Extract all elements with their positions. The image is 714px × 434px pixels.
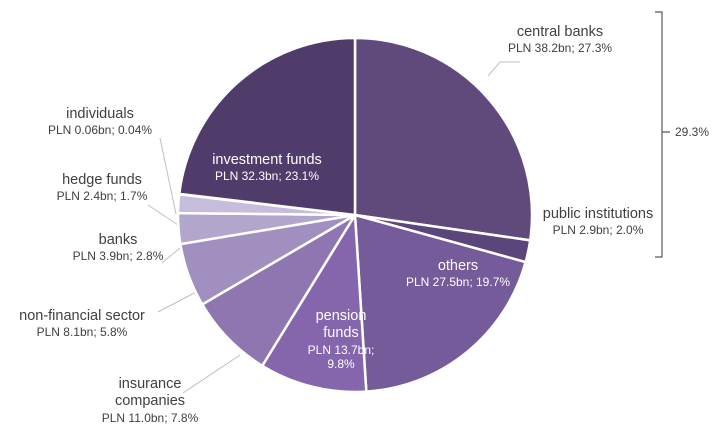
pie-slice [260, 210, 368, 394]
slice-label: individuals PLN 0.06bn; 0.04% [48, 106, 152, 138]
leader-line [161, 247, 181, 264]
category-label: central banks [516, 24, 604, 40]
value-label: PLN 0.06bn; 0.04% [47, 123, 153, 138]
value-label: PLN 32.3bn; 23.1% [214, 169, 320, 184]
value-label: PLN 27.5bn; 19.7% [405, 275, 511, 290]
pie-slice [353, 213, 528, 393]
leader-line [182, 354, 241, 394]
slice-label: hedge funds PLN 2.4bn; 1.7% [57, 172, 148, 204]
category-label: banks [98, 232, 138, 248]
category-label: public institutions [542, 206, 654, 222]
category-label: individuals [66, 106, 134, 122]
category-label: investment funds [212, 152, 322, 168]
leader-line [159, 137, 177, 215]
value-label: PLN 38.2bn; 27.3% [507, 41, 613, 56]
category-label: hedge funds [62, 172, 142, 188]
leader-line [487, 61, 520, 77]
value-label: PLN 2.4bn; 1.7% [56, 189, 148, 204]
leader-lines [147, 61, 520, 394]
slice-label: banks PLN 3.9bn; 2.8% [73, 232, 164, 264]
slice-label: insurance companies PLN 11.0bn; 7.8% [85, 376, 215, 425]
category-label: non-financial sector [19, 308, 145, 324]
category-label: others [437, 258, 479, 274]
leader-line [147, 204, 179, 226]
value-label: PLN 3.9bn; 2.8% [72, 249, 164, 264]
pie-slice [353, 36, 534, 242]
annotation: 29.3% [675, 125, 710, 139]
slice-label: pension funds PLN 13.7bn; 9.8% [301, 308, 381, 372]
slice-label: public institutions PLN 2.9bn; 2.0% [543, 206, 653, 238]
value-label: PLN 8.1bn; 5.8% [36, 325, 128, 340]
slice-label: non-financial sector PLN 8.1bn; 5.8% [19, 308, 145, 340]
pie-slice [177, 36, 357, 217]
category-label: pension funds [315, 308, 367, 342]
value-label: PLN 13.7bn; 9.8% [307, 342, 375, 372]
category-label: insurance companies [114, 376, 186, 410]
slice-label: others PLN 27.5bn; 19.7% [406, 258, 510, 290]
value-label: PLN 11.0bn; 7.8% [101, 410, 199, 425]
leader-line [157, 289, 201, 313]
value-label: PLN 2.9bn; 2.0% [552, 223, 644, 238]
bracket [655, 11, 670, 258]
slice-label: central banks PLN 38.2bn; 27.3% [508, 24, 612, 56]
slice-label: investment funds PLN 32.3bn; 23.1% [212, 152, 322, 184]
